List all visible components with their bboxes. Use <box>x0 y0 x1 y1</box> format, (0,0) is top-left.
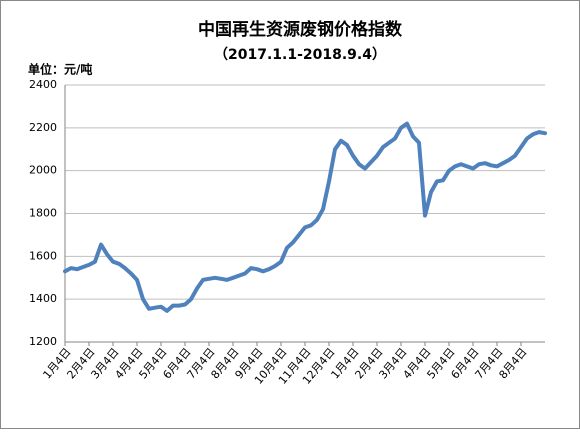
y-tick-label: 2200 <box>29 121 57 134</box>
y-axis-label: 单位：元/吨 <box>28 62 92 77</box>
y-tick-label: 2000 <box>29 164 57 177</box>
y-tick-label: 1600 <box>29 249 57 262</box>
chart-subtitle: （2017.1.1-2018.9.4） <box>214 47 386 63</box>
y-tick-label: 1400 <box>29 292 57 305</box>
y-tick-label: 2400 <box>29 78 57 91</box>
y-tick-label: 1800 <box>29 207 57 220</box>
y-tick-label: 1200 <box>29 335 57 348</box>
chart-title: 中国再生资源废钢价格指数 <box>198 19 403 40</box>
data-line <box>63 121 547 313</box>
